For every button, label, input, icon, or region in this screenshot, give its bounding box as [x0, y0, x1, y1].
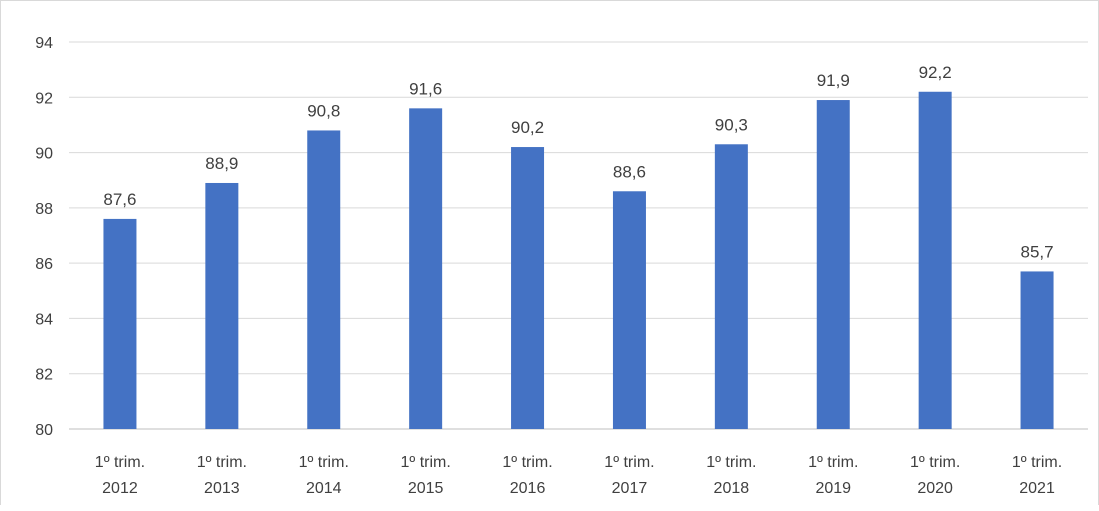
y-tick-label: 90 [35, 146, 53, 163]
data-label: 91,6 [409, 79, 442, 98]
y-tick-label: 82 [35, 367, 53, 384]
data-label: 85,7 [1021, 242, 1054, 261]
x-category-label-line1: 1º trim. [706, 454, 756, 471]
y-axis-ticks: 80 82 84 86 88 90 92 94 [35, 35, 53, 439]
y-tick-label: 86 [35, 256, 53, 273]
x-category-label-line1: 1º trim. [197, 454, 247, 471]
y-tick-label: 88 [35, 201, 53, 218]
x-category-label-line1: 1º trim. [604, 454, 654, 471]
gridlines [69, 41, 1088, 430]
bar [409, 108, 443, 429]
x-axis-categories: 1º trim. 2012 1º trim. 2013 1º trim. 2014 1º t… [95, 454, 1062, 497]
bar [205, 182, 239, 429]
bar [307, 130, 341, 429]
bar [1020, 271, 1054, 429]
x-category-label-line1: 1º trim. [502, 454, 552, 471]
x-category-label-line1: 1º trim. [95, 454, 145, 471]
x-category-label-line1: 1º trim. [808, 454, 858, 471]
x-category-label-line2: 2018 [714, 480, 750, 497]
y-tick-label: 92 [35, 90, 53, 107]
x-category-label-line1: 1º trim. [401, 454, 451, 471]
bar [918, 91, 952, 429]
data-label: 90,3 [715, 115, 748, 134]
x-category-label-line1: 1º trim. [1012, 454, 1062, 471]
data-label: 91,9 [817, 71, 850, 90]
bar [714, 144, 748, 429]
bar [103, 218, 137, 429]
bars [103, 91, 1054, 430]
data-label: 92,2 [919, 63, 952, 82]
x-category-label-line2: 2021 [1019, 480, 1055, 497]
y-tick-label: 80 [35, 422, 53, 439]
x-category-label-line1: 1º trim. [299, 454, 349, 471]
y-tick-label: 94 [35, 35, 53, 52]
x-category-label-line2: 2019 [815, 480, 851, 497]
y-tick-label: 84 [35, 311, 53, 328]
x-category-label-line2: 2014 [306, 480, 342, 497]
data-label: 88,9 [205, 154, 238, 173]
x-category-label-line2: 2016 [510, 480, 546, 497]
data-labels: 87,6 88,9 90,8 91,6 90,2 88,6 90,3 91,9 92,2 85,7 [103, 63, 1053, 262]
x-category-label-line2: 2012 [102, 480, 138, 497]
data-label: 87,6 [103, 190, 136, 209]
x-category-label-line1: 1º trim. [910, 454, 960, 471]
bar [816, 100, 850, 430]
x-category-label-line2: 2015 [408, 480, 444, 497]
bar [612, 191, 646, 429]
bar [511, 147, 545, 430]
x-category-label-line2: 2013 [204, 480, 240, 497]
x-category-label-line2: 2017 [612, 480, 648, 497]
x-category-label-line2: 2020 [917, 480, 953, 497]
data-label: 90,2 [511, 118, 544, 137]
data-label: 88,6 [613, 162, 646, 181]
data-label: 90,8 [307, 101, 340, 120]
